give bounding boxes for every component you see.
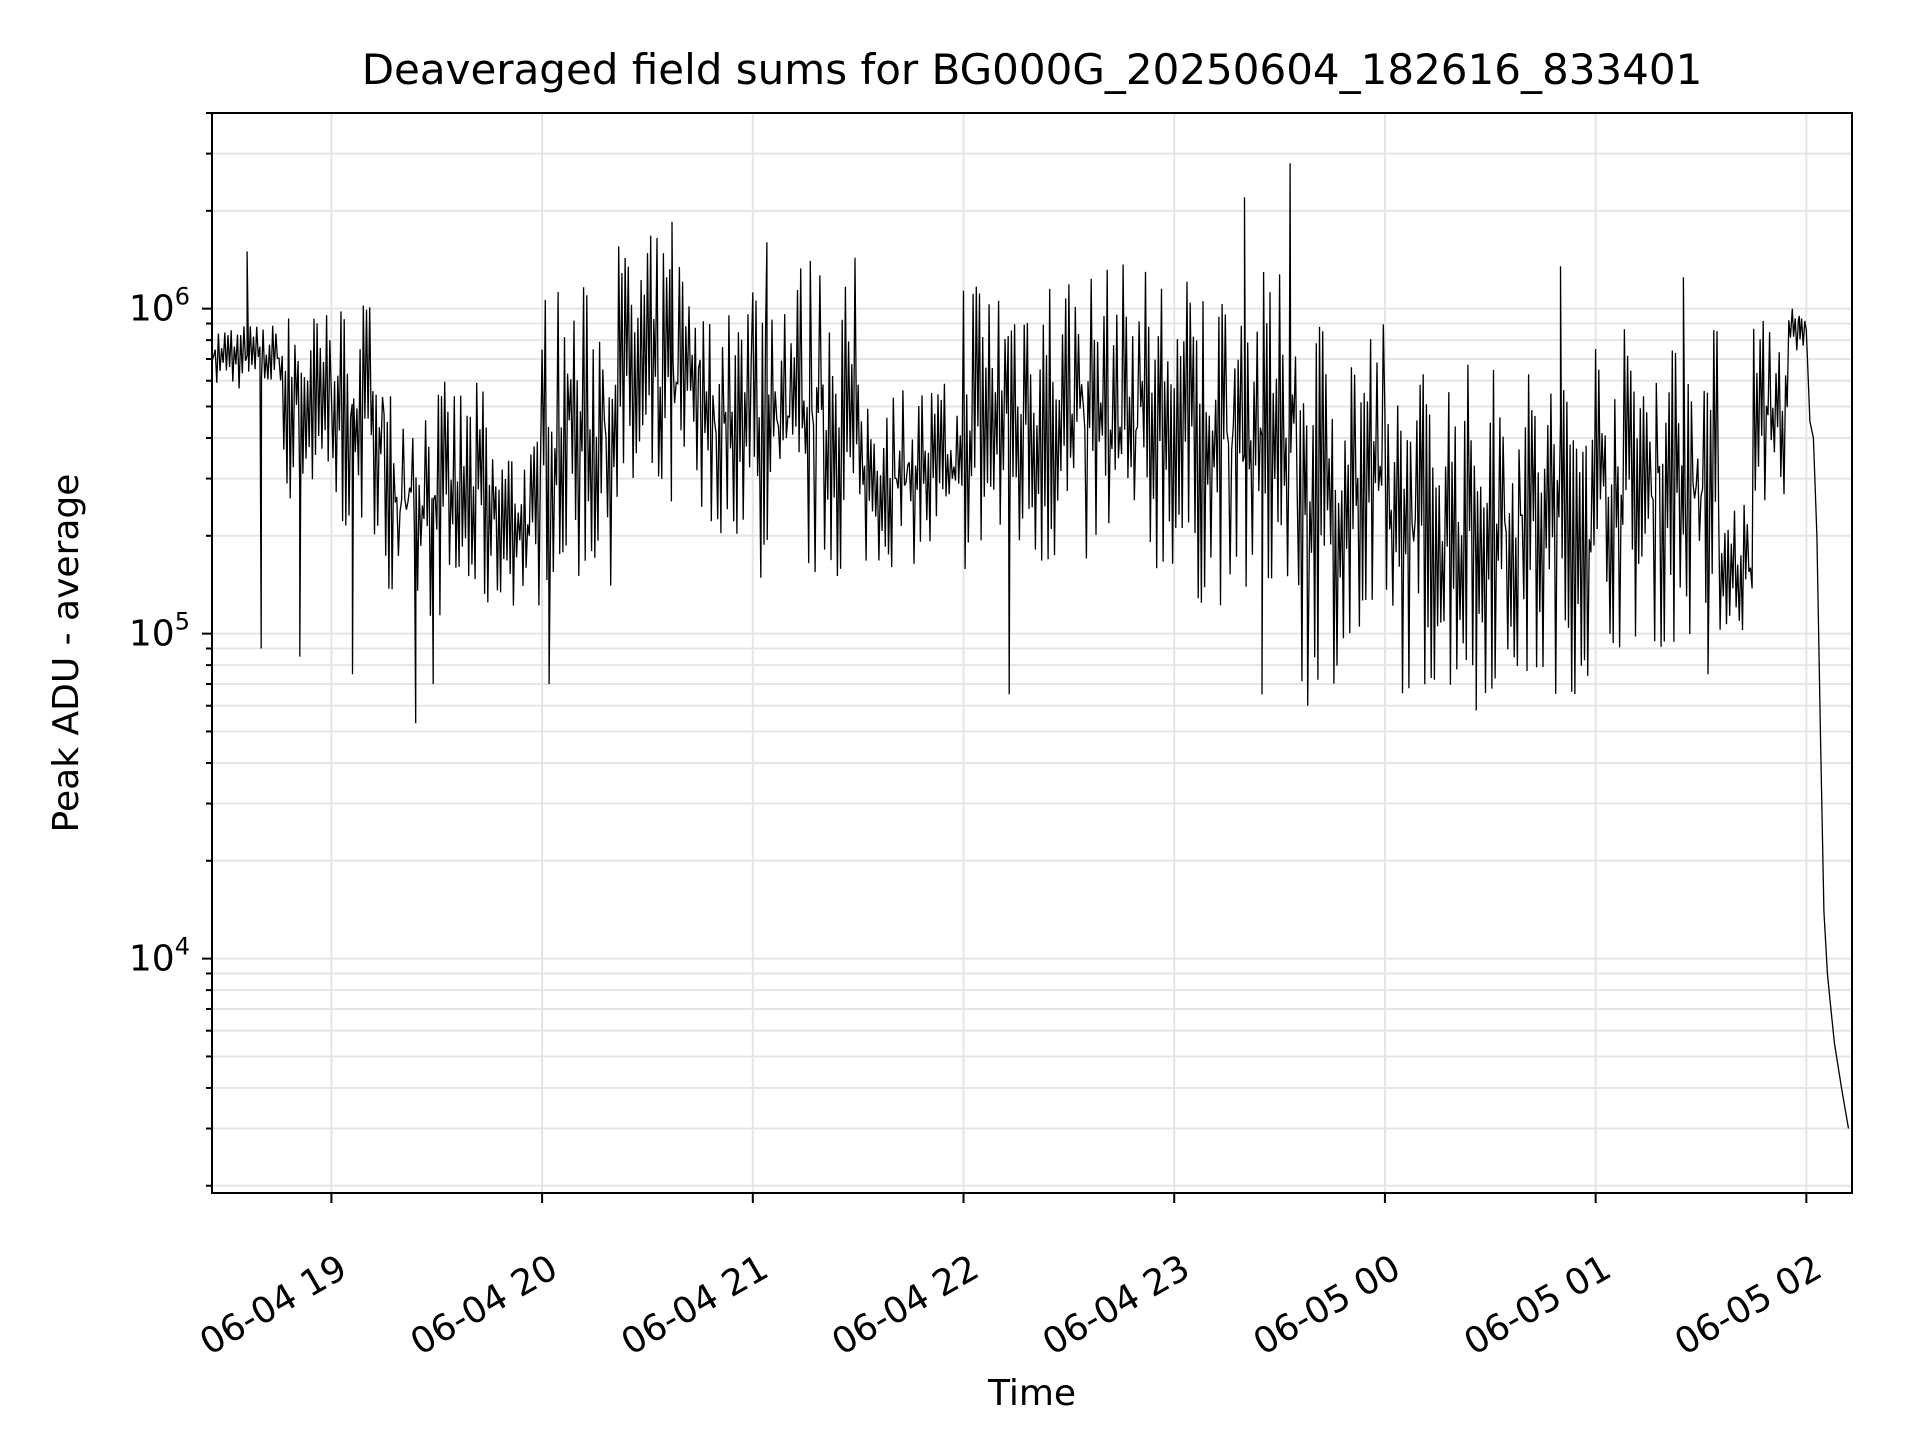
series-line: [211, 163, 1850, 1129]
y-axis-label: Peak ADU - average: [46, 474, 87, 833]
grid-layer: [212, 112, 1852, 1193]
x-axis-label: Time: [987, 1373, 1076, 1414]
y-tick-label: 104: [129, 933, 190, 980]
data-layer: [211, 163, 1850, 1129]
chart-title: Deaveraged field sums for BG000G_2025060…: [362, 45, 1703, 94]
plot-frame: [211, 112, 1853, 1194]
y-tick-label: 105: [129, 608, 190, 655]
y-tick-label: 106: [129, 283, 190, 330]
